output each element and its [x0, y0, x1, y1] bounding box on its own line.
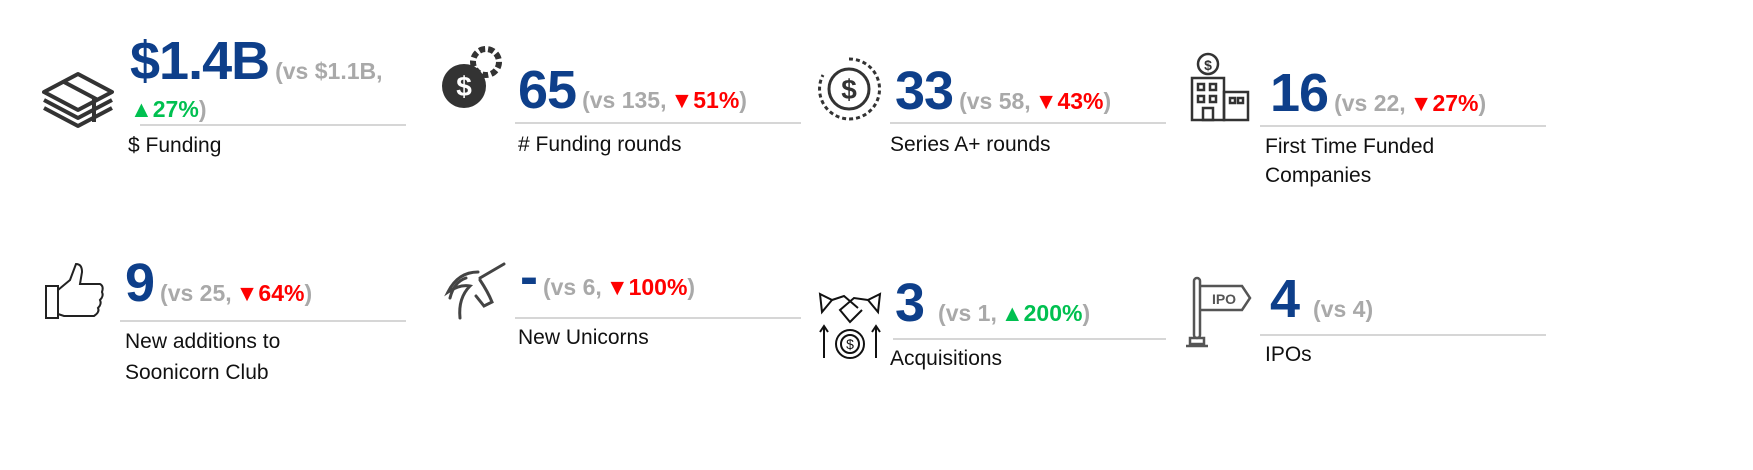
- metric-label: New Unicorns: [518, 326, 649, 349]
- divider: [1260, 125, 1546, 127]
- divider: [140, 124, 406, 126]
- metric-value: 65: [518, 60, 577, 120]
- arrow-down-icon: ▼: [235, 280, 259, 306]
- metric-comparison: (vs 22,: [1334, 90, 1406, 116]
- arrow-up-icon: ▲: [130, 96, 153, 122]
- metric-value: $1.4B: [130, 31, 270, 91]
- metric-label: Acquisitions: [890, 347, 1003, 370]
- unicorn-icon: [444, 262, 506, 320]
- metric-label: # Funding rounds: [518, 133, 682, 156]
- divider: [515, 317, 801, 319]
- metric-label-line1: New additions to: [125, 330, 281, 353]
- metric-change: 27%: [152, 96, 199, 122]
- metric-change: 27%: [1432, 90, 1479, 116]
- metric-label-line1: First Time Funded: [1265, 135, 1435, 158]
- svg-text:$: $: [456, 71, 472, 102]
- comparison-close: ): [198, 96, 207, 122]
- comparison-close: ): [1082, 300, 1091, 326]
- ipo-signpost-icon: IPO: [1186, 276, 1252, 348]
- svg-text:$: $: [846, 336, 854, 352]
- arrow-up-icon: ▲: [1000, 300, 1024, 326]
- metric-comparison: (vs 6,: [542, 274, 602, 300]
- metric-label-line2: Companies: [1265, 164, 1372, 187]
- comparison-close: ): [1478, 90, 1487, 116]
- metric-comparison: (vs 58,: [959, 88, 1031, 114]
- thumbs-up-icon: [45, 262, 104, 319]
- metric-comparison: (vs 25,: [160, 280, 232, 306]
- metric-value: -: [520, 247, 538, 307]
- metric-label: $ Funding: [128, 134, 222, 157]
- comparison-close: ): [1103, 88, 1112, 114]
- arrow-down-icon: ▼: [1409, 90, 1433, 116]
- metric-label: Series A+ rounds: [890, 133, 1051, 156]
- metric-comparison: (vs 4): [1313, 296, 1374, 322]
- divider: [893, 338, 1166, 340]
- money-stack-icon: [42, 72, 114, 128]
- divider: [890, 122, 1166, 124]
- metric-label-line2: Soonicorn Club: [125, 361, 269, 384]
- funded-building-icon: $: [1190, 52, 1250, 122]
- arrow-down-icon: ▼: [1034, 88, 1058, 114]
- svg-text:$: $: [841, 74, 857, 105]
- divider: [1260, 334, 1546, 336]
- handshake-dollar-icon: $: [818, 292, 882, 359]
- metric-value: 33: [895, 61, 954, 121]
- divider: [515, 122, 801, 124]
- comparison-close: ): [304, 280, 313, 306]
- metric-change: 200%: [1023, 300, 1083, 326]
- metric-change: 64%: [258, 280, 305, 306]
- dollar-gear-icon: $: [442, 46, 502, 108]
- comparison-close: ): [739, 87, 747, 113]
- metric-comparison: (vs 1,: [938, 300, 997, 326]
- metric-value: 9: [125, 253, 155, 313]
- divider: [120, 320, 406, 322]
- metric-change: 100%: [628, 274, 688, 300]
- metric-change: 43%: [1057, 88, 1104, 114]
- metric-value: 4: [1270, 269, 1300, 329]
- metric-comparison: (vs $1.1B,: [275, 58, 383, 84]
- arrow-down-icon: ▼: [670, 87, 694, 113]
- comparison-close: ): [687, 274, 696, 300]
- metric-value: 16: [1270, 63, 1329, 123]
- svg-text:$: $: [1204, 57, 1212, 73]
- svg-text:IPO: IPO: [1212, 291, 1236, 307]
- arrow-down-icon: ▼: [605, 274, 629, 300]
- dollar-cycle-icon: $: [818, 57, 881, 121]
- metric-comparison: (vs 135,: [582, 87, 667, 113]
- metric-value: 3: [895, 273, 925, 333]
- metric-change: 51%: [693, 87, 740, 113]
- metric-label: IPOs: [1265, 343, 1312, 366]
